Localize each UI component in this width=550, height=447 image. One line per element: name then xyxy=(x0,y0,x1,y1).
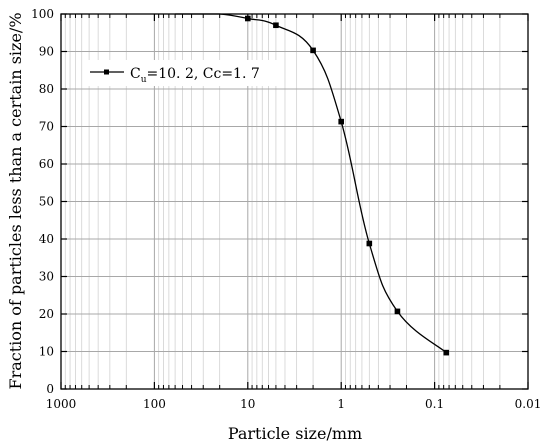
tick-labels: 1000 100 10 1 0.1 0.01 0 10 20 30 40 50 60 70 80 90 100 xyxy=(31,7,541,411)
x-tick-label: 1 xyxy=(337,397,345,411)
y-tick-label: 100 xyxy=(31,7,54,21)
legend-entry: Cu=10. 2, Cc=1. 7 xyxy=(130,66,260,85)
legend: Cu=10. 2, Cc=1. 7 xyxy=(84,60,284,86)
y-axis-title: Fraction of particles less than a certai… xyxy=(6,12,25,389)
x-tick-label: 10 xyxy=(240,397,255,411)
data-point-marker xyxy=(310,47,316,54)
x-tick-label: 100 xyxy=(143,397,166,411)
y-tick-label: 20 xyxy=(39,307,54,321)
series-layer xyxy=(175,13,450,356)
series-line xyxy=(175,13,447,354)
plot-area-frame xyxy=(60,13,529,390)
data-point-marker xyxy=(394,308,401,315)
data-point-marker xyxy=(245,15,251,22)
y-tick-label: 30 xyxy=(39,270,54,284)
data-point-marker xyxy=(338,118,344,125)
y-tick-label: 70 xyxy=(39,120,54,134)
data-point-marker xyxy=(366,240,373,247)
y-tick-label: 90 xyxy=(39,45,54,59)
x-tick-label: 1000 xyxy=(46,397,77,411)
y-tick-label: 60 xyxy=(39,157,54,171)
y-tick-label: 80 xyxy=(39,82,54,96)
data-point-marker xyxy=(273,22,279,29)
legend-background xyxy=(84,60,284,86)
grid xyxy=(61,14,528,389)
y-tick-label: 50 xyxy=(39,195,54,209)
y-tick-label: 0 xyxy=(46,382,54,396)
data-point-marker xyxy=(443,349,450,356)
x-tick-label: 0.1 xyxy=(425,397,444,411)
x-axis-title: Particle size/mm xyxy=(228,424,362,443)
legend-c-subscript: u xyxy=(141,75,147,85)
legend-c-main: C xyxy=(130,66,141,82)
y-tick-label: 10 xyxy=(39,345,54,359)
y-tick-label: 40 xyxy=(39,232,54,246)
legend-marker-square xyxy=(104,69,109,75)
x-tick-label: 0.01 xyxy=(515,397,542,411)
legend-text-rest: =10. 2, Cc=1. 7 xyxy=(147,66,260,82)
